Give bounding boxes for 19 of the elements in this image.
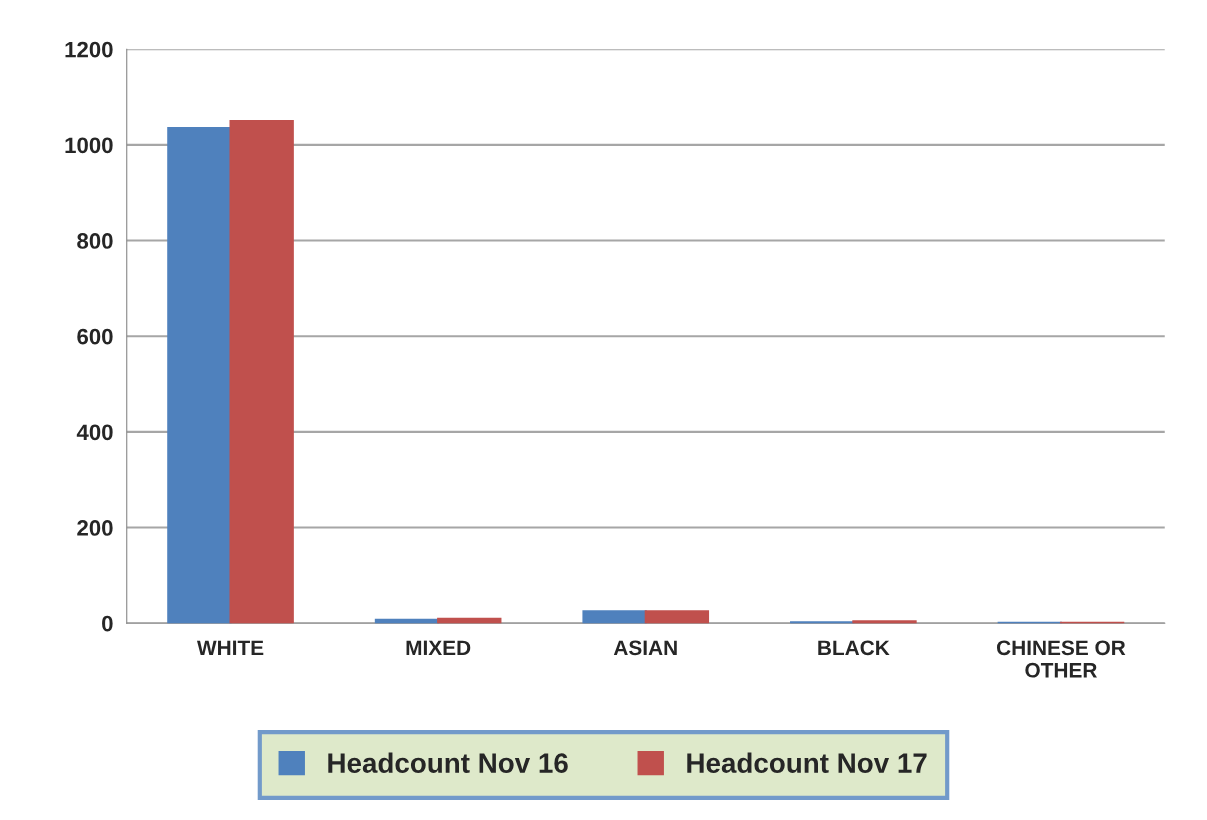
bar (167, 127, 232, 624)
x-tick-label: BLACK (818, 640, 890, 656)
y-tick-label: 0 (102, 615, 113, 632)
y-tick-label: 600 (77, 328, 113, 345)
bar (229, 119, 294, 624)
x-tick-label: ASIAN (613, 640, 677, 656)
y-tick-label: 400 (76, 424, 113, 441)
x-tick-label: WHITE (197, 640, 264, 655)
bar (437, 617, 502, 624)
x-tick-label: CHINESE OR OTHER (996, 640, 1126, 678)
y-tick-label: 1000 (65, 137, 113, 154)
legend-label: Headcount Nov 17 (687, 752, 927, 773)
y-tick-label: 200 (77, 520, 113, 536)
y-tick-label: 800 (77, 233, 113, 249)
bar (582, 610, 647, 624)
x-tick-label: MIXED (406, 640, 471, 655)
y-tick-label: 1200 (65, 41, 113, 58)
legend-label: Headcount Nov 16 (328, 752, 568, 773)
bar (644, 610, 710, 624)
